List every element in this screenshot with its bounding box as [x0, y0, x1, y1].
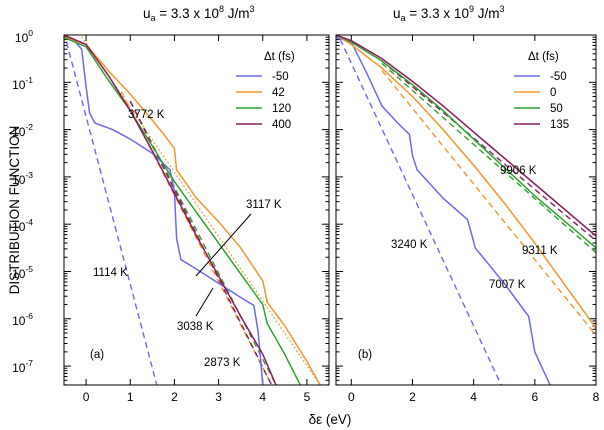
series-line-400 [64, 35, 277, 385]
fit-line [337, 35, 502, 385]
annotation-pointer-3038k [195, 287, 214, 317]
panel-b-series-lines [336, 35, 596, 385]
panel-a-title: ua = 3.3 x 108 J/m3 [143, 4, 254, 23]
series-line--50 [336, 36, 551, 385]
series-line-42 [64, 35, 321, 385]
x-tick-label: 1 [127, 390, 134, 404]
panel-b-x-tick-labels: 0 2 4 6 8 [348, 390, 600, 404]
legend-entry: 42 [272, 87, 285, 99]
legend-entry: -50 [550, 71, 567, 83]
legend-title: Δt (fs) [264, 51, 295, 63]
x-tick-label: 4 [259, 390, 266, 404]
y-tick-label: 100 [15, 28, 33, 45]
x-tick-label: 6 [531, 390, 538, 404]
legend-title: Δt (fs) [528, 51, 559, 63]
x-tick-label: 2 [409, 390, 416, 404]
series-line--50 [64, 35, 264, 385]
y-tick-label: 10-4 [12, 217, 33, 234]
x-tick-label: 5 [304, 390, 311, 404]
fit-line [381, 60, 596, 242]
x-tick-label: 0 [348, 390, 355, 404]
panel-b: 0 2 4 6 8 9906 K 3240 K 9311 K 7007 K (b) Δt… [335, 34, 600, 404]
legend-entry: 50 [550, 103, 563, 115]
y-tick-label: 10-1 [12, 75, 33, 92]
series-line-50 [336, 35, 596, 249]
y-tick-label: 10-7 [12, 358, 33, 375]
fit-line [64, 35, 158, 385]
y-tick-label: 10-3 [12, 170, 33, 187]
fit-line [381, 70, 596, 336]
panel-b-title: ua = 3.3 x 109 J/m3 [393, 4, 504, 23]
legend-entry: 120 [272, 103, 291, 115]
panel-a-x-tick-labels: 0 1 2 3 4 5 [83, 390, 311, 404]
x-tick-label: 0 [83, 390, 90, 404]
annotation-2873k: 2873 K [204, 357, 241, 369]
fit-line [129, 100, 277, 385]
panel-a-ticks [64, 34, 329, 386]
x-tick-label: 4 [470, 390, 477, 404]
panel-a-series-lines [64, 35, 321, 385]
annotation-3038k: 3038 K [177, 321, 214, 333]
annotation-3240k: 3240 K [391, 239, 428, 251]
annotation-1114k: 1114 K [93, 267, 128, 279]
legend-entry: -50 [272, 71, 289, 83]
panel-a-frame [63, 34, 330, 386]
series-line-120 [64, 36, 301, 385]
annotation-9311k: 9311 K [522, 245, 558, 257]
annotation-pointer-3117k [195, 213, 252, 277]
y-tick-label: 10-5 [12, 264, 33, 281]
annotation-3117k: 3117 K [246, 199, 282, 211]
annotation-7007k: 7007 K [489, 279, 526, 291]
panel-a-legend: Δt (fs) -50 42 120 400 [236, 51, 295, 131]
panel-b-legend: Δt (fs) -50 0 50 135 [514, 51, 569, 131]
x-tick-label: 8 [593, 390, 600, 404]
series-line-0 [336, 35, 596, 329]
x-tick-label: 2 [171, 390, 178, 404]
x-axis-label: δε (eV) [309, 412, 352, 427]
series-line-135 [336, 35, 596, 237]
annotation-3772k: 3772 K [128, 109, 165, 121]
panel-b-ticks [336, 34, 597, 386]
panel-b-fit-lines [337, 35, 596, 385]
panel-a: 0 1 2 3 4 5 3772 K 1114 K 3117 K 3038 K 2873 … [63, 34, 330, 404]
panel-a-label: (a) [90, 349, 104, 361]
legend-entry: 0 [550, 87, 556, 99]
legend-entry: 135 [550, 119, 569, 131]
annotation-9906k: 9906 K [500, 165, 537, 177]
y-axis-label: DISTRIBUTION FUNCTION [7, 126, 22, 295]
y-tick-labels: 100 10-1 10-2 10-3 10-4 10-5 10-6 10-7 [12, 28, 33, 375]
legend-entry: 400 [272, 119, 291, 131]
y-tick-label: 10-2 [12, 122, 33, 139]
x-tick-label: 3 [215, 390, 222, 404]
y-tick-label: 10-6 [12, 311, 33, 328]
fit-line [381, 62, 596, 254]
panel-b-label: (b) [358, 349, 372, 361]
panel-b-frame [335, 34, 597, 386]
